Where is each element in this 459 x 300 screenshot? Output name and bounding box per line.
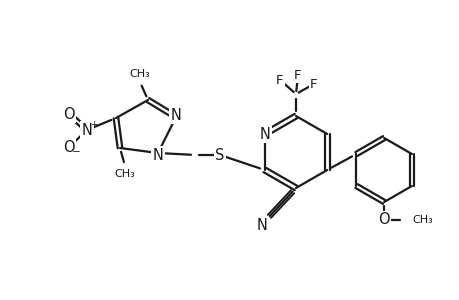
Text: CH₃: CH₃ xyxy=(411,215,432,225)
Text: N: N xyxy=(259,127,270,142)
Text: O: O xyxy=(63,140,75,154)
Text: −: − xyxy=(72,147,80,157)
Text: S: S xyxy=(215,148,224,163)
Text: F: F xyxy=(309,77,317,91)
Text: N: N xyxy=(152,148,163,163)
Text: CH₃: CH₃ xyxy=(114,169,135,179)
Text: O: O xyxy=(63,106,75,122)
Text: N: N xyxy=(170,107,181,122)
Text: N: N xyxy=(81,122,92,137)
Text: O: O xyxy=(378,212,389,227)
Text: F: F xyxy=(294,68,301,82)
Text: +: + xyxy=(90,119,98,128)
Text: F: F xyxy=(276,74,283,86)
Text: N: N xyxy=(256,218,267,232)
Text: CH₃: CH₃ xyxy=(129,69,150,79)
